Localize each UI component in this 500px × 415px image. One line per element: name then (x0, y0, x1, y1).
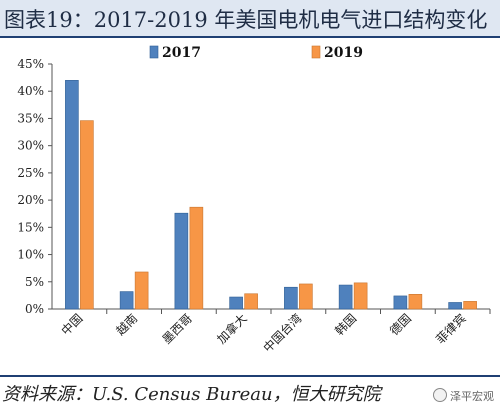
bar-2017 (119, 291, 134, 310)
bar-2019 (463, 301, 477, 310)
bar-2019 (134, 271, 149, 310)
bar-2017 (174, 212, 189, 310)
legend-swatch-2019 (311, 45, 321, 59)
bar-2019 (299, 283, 313, 310)
bar-2019 (244, 293, 258, 310)
y-tick-label: 5% (25, 275, 44, 289)
bar-2019 (353, 282, 368, 310)
bar-2017 (448, 302, 462, 310)
y-tick-label: 35% (17, 111, 44, 125)
bar-2017 (284, 286, 298, 310)
legend-swatch-2017 (149, 45, 159, 59)
legend-label-2017: 2017 (162, 45, 201, 61)
bar-2019 (189, 206, 204, 310)
bar-2017 (65, 80, 79, 310)
x-tick-label: 越南 (113, 311, 141, 339)
y-tick-label: 30% (17, 139, 44, 153)
bar-2019 (80, 120, 94, 310)
source-divider (0, 375, 500, 377)
x-tick-label: 菲律宾 (433, 311, 469, 347)
y-tick-label: 10% (17, 248, 44, 262)
chart: 0% 5% 10% 15% 20% 25% 30% 35% 40% 45% 中国 越南 墨西哥 加拿大 中国… (17, 45, 491, 356)
legend-label-2019: 2019 (324, 45, 363, 61)
bar-2019 (408, 293, 423, 310)
y-tick-label: 15% (17, 220, 44, 234)
y-tick-label: 0% (25, 302, 44, 316)
wechat-icon (433, 388, 447, 402)
watermark: 泽平宏观 (433, 388, 494, 404)
x-tick-label: 中国 (58, 311, 86, 339)
y-tick-label: 40% (17, 84, 44, 98)
bar-2017 (393, 295, 408, 310)
x-tick-label: 德国 (386, 311, 414, 339)
x-tick-label: 韩国 (332, 311, 360, 339)
bar-2017 (338, 284, 353, 310)
x-tick-label: 加拿大 (214, 311, 250, 347)
bar-2017 (229, 296, 243, 310)
watermark-text: 泽平宏观 (450, 390, 494, 403)
source-note: 资料来源：U.S. Census Bureau，恒大研究院 (2, 384, 381, 405)
y-tick-label: 20% (17, 193, 44, 207)
chart-title: 图表19：2017-2019 年美国电机电气进口结构变化 (4, 8, 488, 32)
x-tick-label: 中国台湾 (260, 311, 305, 356)
title-bar: 图表19：2017-2019 年美国电机电气进口结构变化 (0, 0, 500, 38)
y-tick-label: 25% (17, 166, 44, 180)
x-tick-label: 墨西哥 (160, 311, 195, 346)
y-tick-label: 45% (17, 57, 44, 71)
